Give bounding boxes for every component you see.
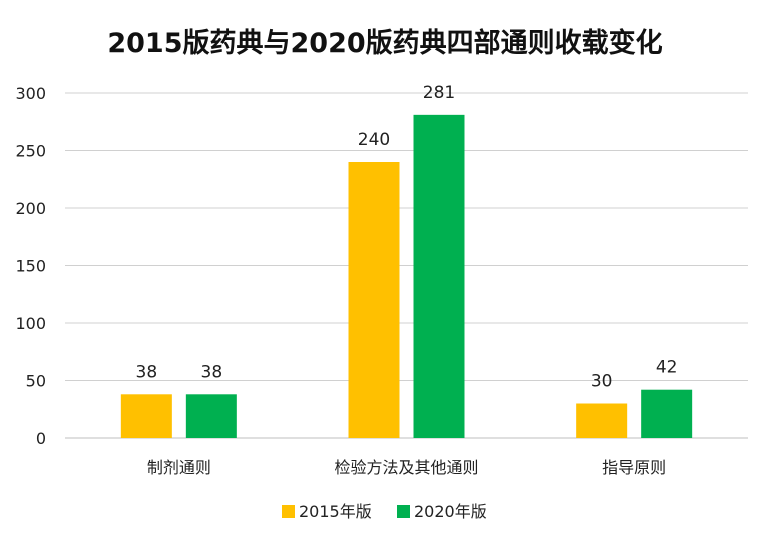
category-label: 检验方法及其他通则 [334, 458, 478, 477]
y-tick-label: 300 [15, 84, 46, 103]
chart-title: 2015版药典与2020版药典四部通则收载变化 [107, 27, 662, 59]
legend-swatch-0 [282, 505, 295, 518]
y-tick-label: 250 [15, 142, 46, 161]
legend-label: 2020年版 [414, 502, 487, 521]
data-label: 240 [358, 130, 390, 150]
y-tick-label: 0 [36, 429, 46, 448]
legend: 2015年版 2020年版 [282, 502, 487, 521]
y-tick-label: 50 [26, 372, 46, 391]
category-label: 指导原则 [602, 458, 666, 477]
bar-0-0 [120, 394, 172, 438]
data-label: 281 [423, 83, 455, 103]
category-label: 制剂通则 [147, 458, 211, 477]
legend-label: 2015年版 [299, 502, 372, 521]
bar-1-0 [348, 162, 400, 438]
y-tick-label: 200 [15, 199, 46, 218]
bar-1-1 [413, 114, 465, 438]
category-labels: 制剂通则 检验方法及其他通则 指导原则 [147, 458, 666, 477]
y-tick-label: 100 [15, 314, 46, 333]
y-axis-ticks: 0 50 100 150 200 250 300 [15, 84, 46, 448]
data-label: 42 [656, 358, 678, 378]
legend-swatch-1 [397, 505, 410, 518]
y-tick-label: 150 [15, 257, 46, 276]
bar-0-1 [185, 394, 237, 438]
bar-2-1 [641, 389, 693, 438]
data-label: 38 [201, 362, 223, 382]
bar-2-0 [576, 403, 628, 438]
data-label: 30 [591, 372, 613, 392]
bars [120, 114, 693, 438]
gridlines [65, 92, 748, 439]
data-labels: 38 38 240 281 30 42 [136, 83, 678, 392]
data-label: 38 [136, 362, 158, 382]
